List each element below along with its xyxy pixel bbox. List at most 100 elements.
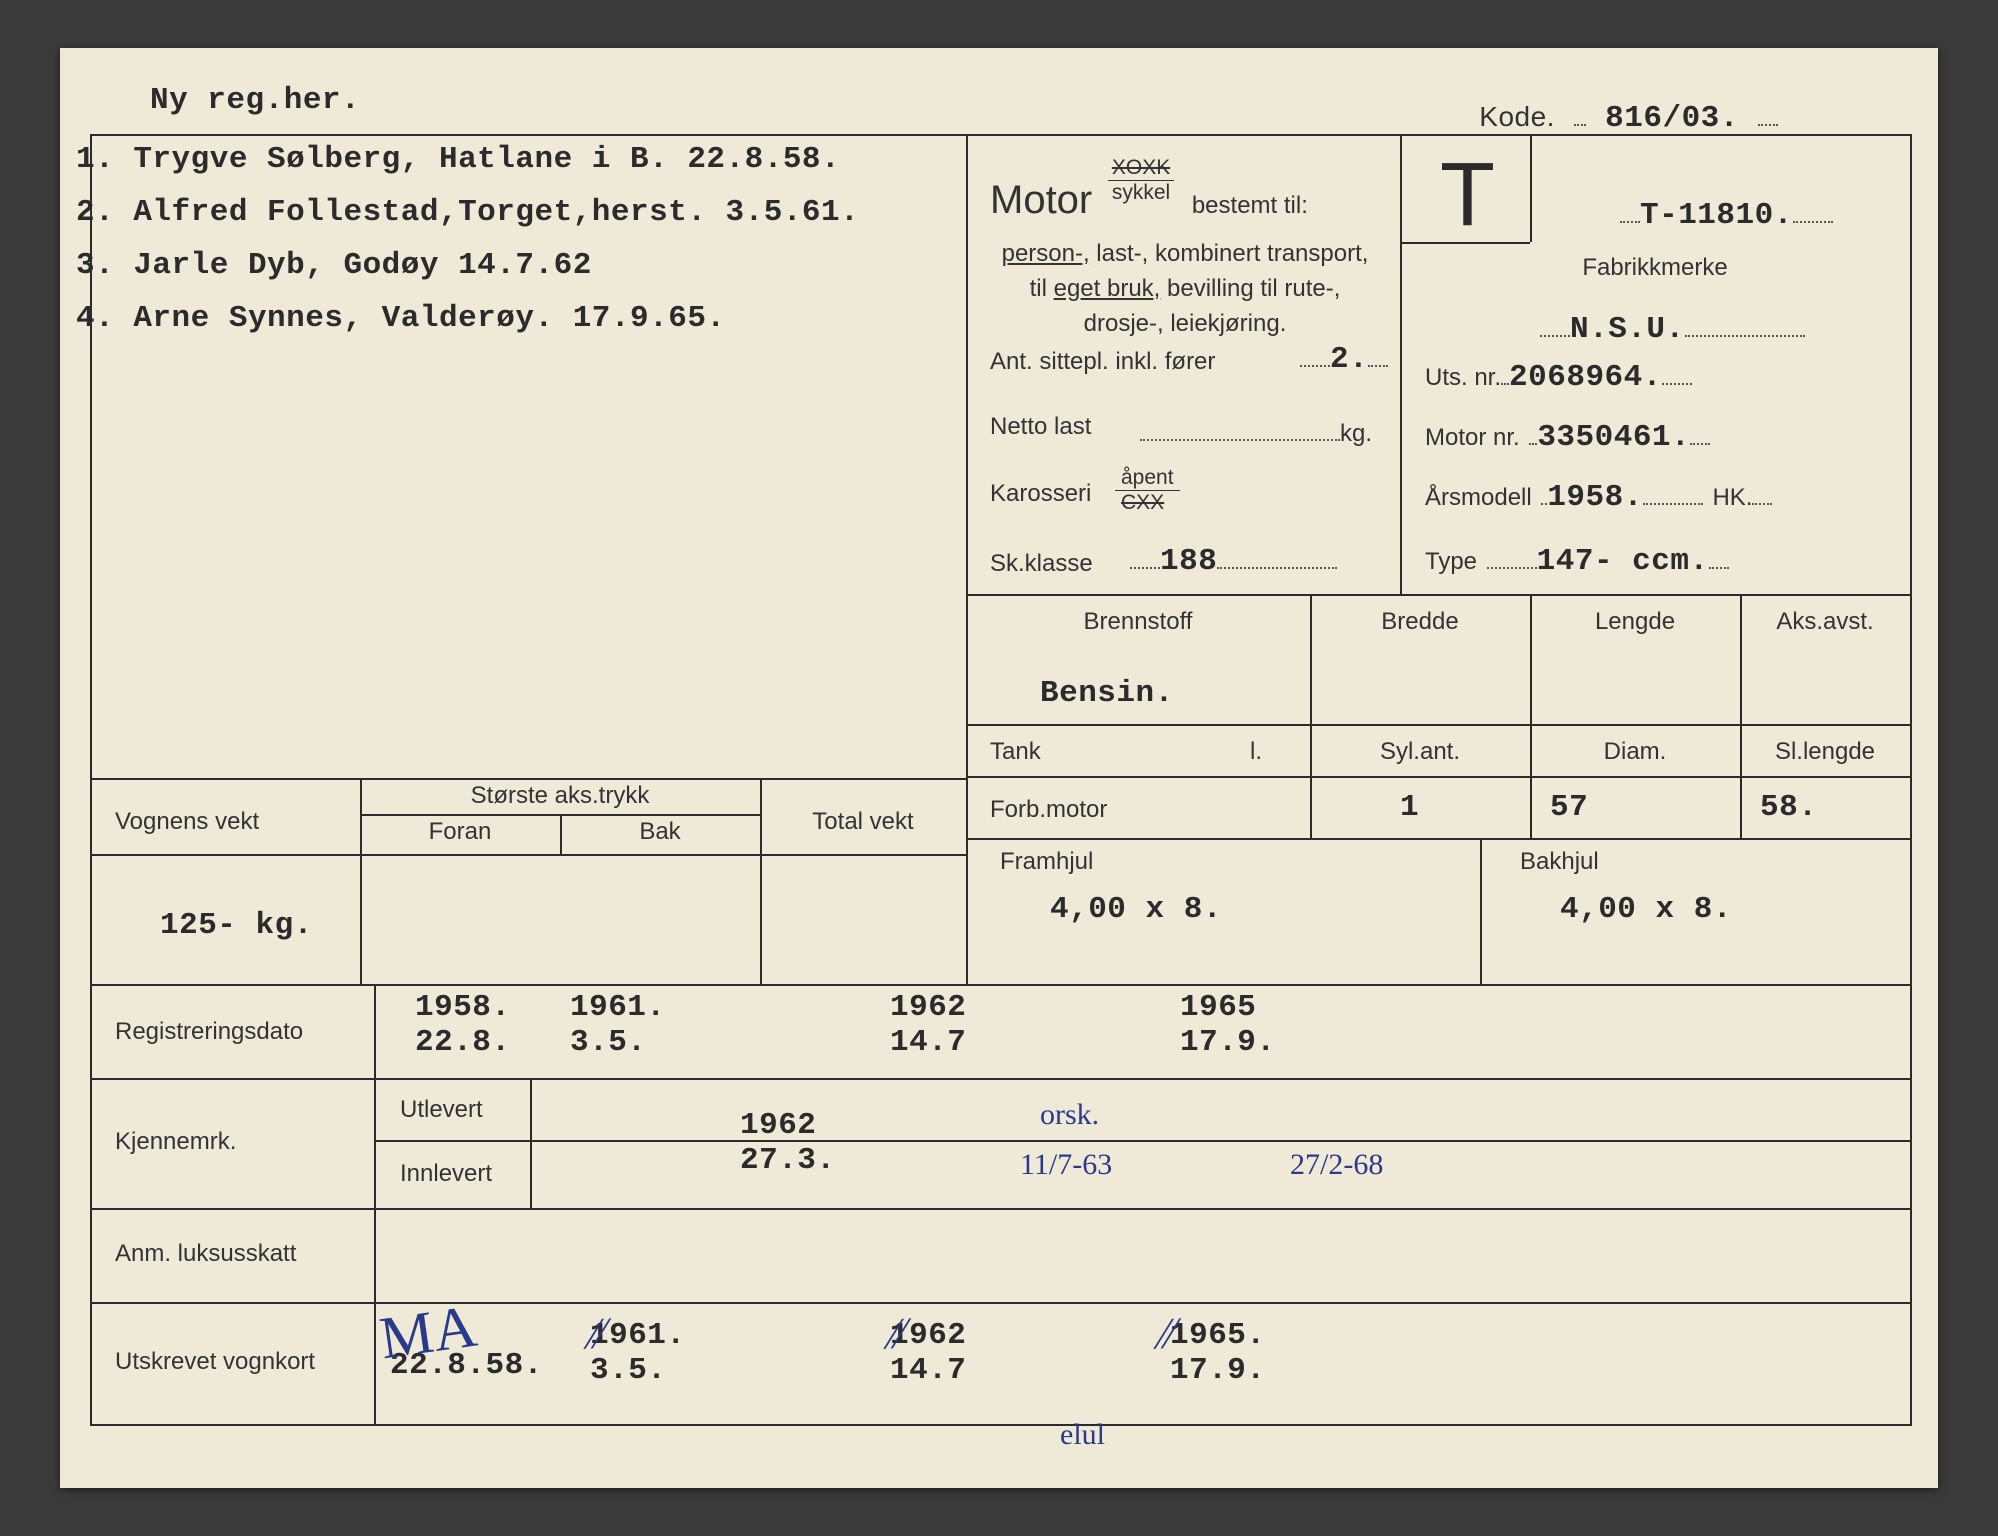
rule [966, 594, 1910, 596]
kjennemerk-label: Kjennemrk. [115, 1128, 236, 1156]
sykkel-label: sykkel [1108, 181, 1174, 205]
ny-reg-header: Ny reg.her. [150, 83, 360, 118]
fabrikk-value: N.S.U. [1540, 304, 1805, 347]
utlevert-label: Utlevert [400, 1096, 483, 1124]
motor-nr-value: 3350461. [1537, 420, 1690, 455]
signature-icon: MA [376, 1292, 481, 1374]
sittepl-value: 2. [1300, 342, 1388, 377]
ink-text: orsk. [1040, 1098, 1099, 1132]
netto-unit: kg. [1340, 420, 1372, 447]
kode-label: Kode. [1479, 101, 1555, 132]
rule [966, 134, 968, 984]
uts-label: Uts. nr. [1425, 364, 1501, 391]
sittepl-label: Ant. sittepl. inkl. fører [990, 348, 1215, 376]
regdate: 196214.7 [890, 990, 966, 1060]
vognvekt-label: Vognens vekt [115, 808, 259, 836]
foran-label: Foran [360, 818, 560, 846]
regdate: 1961.3.5. [570, 990, 666, 1060]
ink-date: 27/2-68 [1290, 1148, 1383, 1182]
rule [90, 854, 966, 856]
diam-value: 57 [1550, 790, 1588, 825]
arsmodell-value: 1958. [1547, 480, 1643, 515]
skklasse-value: 188 [1160, 544, 1217, 579]
netto-label: Netto last [990, 413, 1091, 441]
totalvekt-label: Total vekt [760, 808, 966, 836]
innlevert-date: 196227.3. [740, 1108, 836, 1178]
bakhjul-label: Bakhjul [1520, 848, 1599, 876]
rule [1400, 242, 1530, 244]
motor-title: Motor [990, 178, 1092, 222]
skklasse-label: Sk.klasse [990, 550, 1093, 578]
signature-mark: ⁄⁄ [888, 1308, 906, 1360]
aksavst-label: Aks.avst. [1740, 608, 1910, 636]
diam-label: Diam. [1530, 738, 1740, 766]
kode-field: Kode. 816/03. [1479, 93, 1778, 136]
anm-label: Anm. luksusskatt [115, 1240, 296, 1268]
rule [90, 134, 1910, 136]
regdato-label: Registreringsdato [115, 1018, 303, 1046]
karosseri-apent: åpent [1115, 466, 1180, 491]
storste-label: Største aks.trykk [360, 782, 760, 810]
reg-no: T-11810. [1620, 198, 1833, 233]
bredde-label: Bredde [1310, 608, 1530, 636]
regdate: 1958.22.8. [415, 990, 511, 1060]
motor-nr-label: Motor nr. [1425, 424, 1520, 451]
vogn-strike: XOXK [1108, 156, 1174, 181]
tank-unit: l. [1250, 738, 1262, 766]
signature-mark: ⁄⁄ [1158, 1308, 1176, 1360]
type-value: 147- ccm. [1537, 544, 1709, 579]
registration-card: Ny reg.her. Kode. 816/03. 1. Trygve Sølb… [60, 48, 1938, 1488]
karosseri-strike: CXX [1115, 491, 1180, 515]
uts-value: 2068964. [1509, 360, 1662, 395]
syl-label: Syl.ant. [1310, 738, 1530, 766]
bestemt-label: bestemt til: [1192, 192, 1308, 219]
innlevert-label: Innlevert [400, 1160, 492, 1188]
owner-row: 2. Alfred Follestad,Torget,herst. 3.5.61… [76, 195, 946, 230]
vognvekt-value: 125- kg. [160, 908, 313, 943]
rule [90, 984, 1910, 986]
framhjul-value: 4,00 x 8. [1050, 892, 1222, 927]
bak-label: Bak [560, 818, 760, 846]
rule [1910, 134, 1912, 1424]
rule [374, 1140, 1910, 1142]
owners-list: 1. Trygve Sølberg, Hatlane i B. 22.8.58.… [76, 142, 946, 354]
syl-value: 1 [1400, 790, 1419, 825]
lengde-label: Lengde [1530, 608, 1740, 636]
rule [1480, 838, 1482, 984]
owner-row: 4. Arne Synnes, Valderøy. 17.9.65. [76, 301, 946, 336]
kode-value: 816/03. [1605, 101, 1739, 136]
sl-label: Sl.lengde [1740, 738, 1910, 766]
owner-row: 3. Jarle Dyb, Godøy 14.7.62 [76, 248, 946, 283]
rule [1400, 134, 1402, 594]
utskrevet-date: 1965. 17.9. [1170, 1318, 1266, 1388]
big-t-icon: T [1440, 144, 1495, 247]
signature-text: elul [1060, 1418, 1105, 1452]
rule [530, 1078, 532, 1208]
rule [966, 776, 1910, 778]
rule [90, 1208, 1910, 1210]
rule [1530, 134, 1532, 242]
rule [374, 984, 376, 1424]
brennstoff-value: Bensin. [1040, 676, 1174, 711]
bakhjul-value: 4,00 x 8. [1560, 892, 1732, 927]
ink-date: 11/7-63 [1020, 1148, 1112, 1182]
fabrikk-label: Fabrikkmerke [1400, 254, 1910, 282]
rule [966, 838, 1910, 840]
karosseri-label: Karosseri [990, 480, 1091, 508]
regdate: 196517.9. [1180, 990, 1276, 1060]
hk-label: HK. [1712, 484, 1752, 511]
utskrevet-label: Utskrevet vognkort [115, 1348, 315, 1376]
signature-mark: ⁄⁄ [588, 1308, 606, 1360]
motor-desc: person-, last-, kombinert transport, til… [990, 237, 1380, 341]
sl-value: 58. [1760, 790, 1817, 825]
arsmodell-label: Årsmodell [1425, 484, 1532, 511]
rule [90, 1424, 1912, 1426]
framhjul-label: Framhjul [1000, 848, 1093, 876]
rule [90, 1078, 1910, 1080]
type-label: Type [1425, 548, 1477, 575]
motor-block: Motor XOXK sykkel bestemt til: person-, … [990, 156, 1380, 341]
rule [90, 1302, 1910, 1304]
owner-row: 1. Trygve Sølberg, Hatlane i B. 22.8.58. [76, 142, 946, 177]
forb-label: Forb.motor [990, 796, 1107, 824]
tank-label: Tank [990, 738, 1041, 766]
